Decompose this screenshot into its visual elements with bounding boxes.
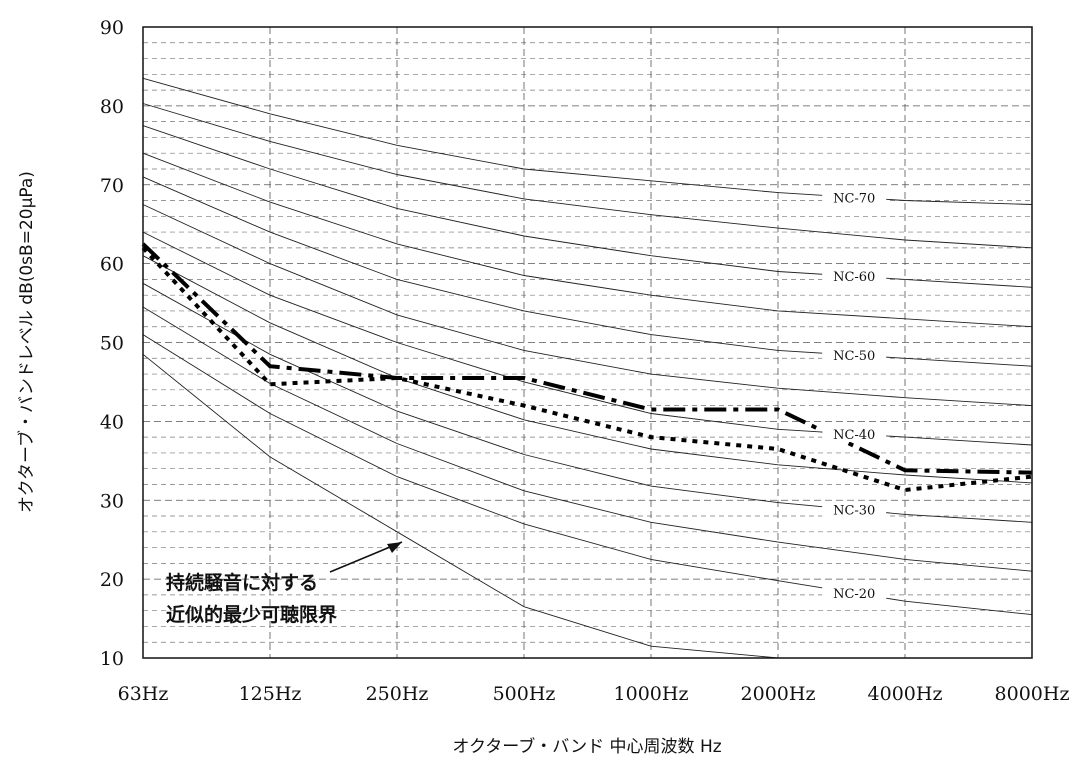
x-tick-label: 125Hz	[239, 683, 302, 705]
nc-label-nc-30: NC-30	[833, 504, 875, 519]
nc-curve-nc-40	[142, 231, 1033, 446]
y-tick-label: 10	[100, 648, 124, 670]
x-tick-label: 4000Hz	[868, 683, 943, 705]
nc-curve-labels: NC-70 NC-60 NC-50 NC-40 NC-30 NC-20	[822, 188, 887, 602]
nc-label-nc-60: NC-60	[833, 270, 875, 285]
nc-label-nc-50: NC-50	[833, 349, 875, 364]
x-tick-label: 250Hz	[366, 683, 429, 705]
y-axis-label: オクターブ・バンドレベル dB(0sB=20μPa)	[16, 171, 37, 513]
x-tick-label: 63Hz	[118, 683, 169, 705]
x-tick-label: 1000Hz	[614, 683, 689, 705]
nc-label-nc-40: NC-40	[833, 428, 875, 443]
nc-label-bg	[822, 584, 887, 602]
nc-curve-nc-35	[142, 255, 1033, 484]
nc-label-nc-20: NC-20	[833, 587, 875, 602]
nc-label-nc-70: NC-70	[833, 191, 875, 206]
nc-curve-nc-65	[142, 103, 1033, 249]
y-tick-label: 30	[100, 490, 124, 512]
annotation-line-1: 持続騒音に対する	[166, 571, 318, 594]
annotation-arrow-head	[387, 542, 402, 553]
grid-lines	[143, 27, 1032, 658]
x-axis-label: オクターブ・バンド 中心周波数 Hz	[452, 736, 721, 757]
nc-curve-nc-50	[142, 176, 1033, 367]
nc-label-bg	[822, 346, 887, 364]
nc-label-bg	[822, 424, 887, 442]
y-tick-label: 50	[100, 333, 124, 355]
y-tick-label: 70	[100, 175, 124, 197]
nc-curve-nc-45	[142, 204, 1033, 407]
y-tick-labels: 10 20 30 40 50 60 70 80 90	[100, 17, 124, 670]
x-tick-label: 2000Hz	[741, 683, 816, 705]
x-tick-label: 500Hz	[493, 683, 556, 705]
nc-curve-nc-70	[142, 77, 1033, 205]
x-tick-label: 8000Hz	[995, 683, 1070, 705]
threshold-annotation: 持続騒音に対する 近似的最少可聴限界	[166, 541, 403, 626]
y-tick-label: 90	[100, 17, 124, 39]
y-tick-label: 40	[100, 411, 124, 433]
nc-label-bg	[822, 267, 887, 285]
series-measured-1	[141, 242, 1033, 475]
nc-label-bg	[822, 188, 887, 206]
nc-curve-nc-55	[142, 152, 1033, 328]
y-tick-label: 80	[100, 96, 124, 118]
nc-label-bg	[822, 500, 887, 518]
y-tick-label: 20	[100, 569, 124, 591]
y-tick-label: 60	[100, 254, 124, 276]
plot-frame	[142, 26, 1033, 659]
measured-series	[141, 242, 1033, 493]
nc-curve-nc-25	[142, 306, 1033, 572]
x-tick-labels: 63Hz 125Hz 250Hz 500Hz 1000Hz 2000Hz 4000Hz 800…	[118, 683, 1070, 705]
series-measured-2	[141, 246, 1033, 493]
annotation-line-2: 近似的最少可聴限界	[166, 603, 337, 626]
